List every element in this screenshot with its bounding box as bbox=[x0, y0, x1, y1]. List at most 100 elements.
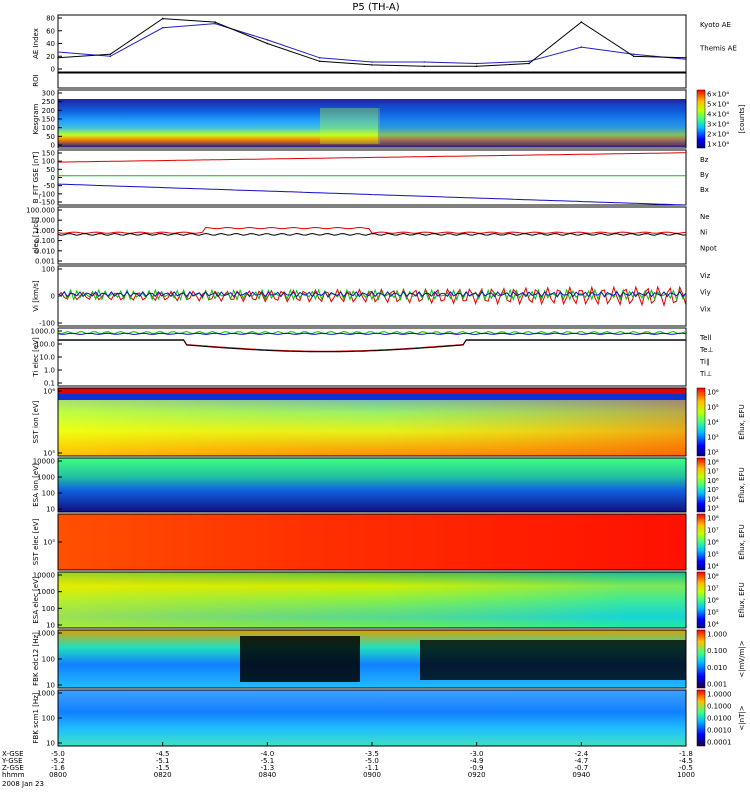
colorbar-tick-sst_e: 10⁷ bbox=[707, 527, 719, 535]
sst-elec-fill bbox=[58, 514, 686, 570]
ytick-label: 100.0 bbox=[35, 341, 55, 349]
ae-point bbox=[685, 57, 687, 59]
colorbar-tick-fbk_b: 0.0010 bbox=[707, 727, 732, 735]
ytick-label: 100 bbox=[42, 715, 55, 723]
esa-ion-fill bbox=[58, 458, 686, 512]
xaxis-value-t: 0920 bbox=[468, 771, 486, 779]
colorbar-unit-esa_e: Eflux, EFU bbox=[738, 582, 746, 617]
ytick-label: 10.000 bbox=[31, 217, 56, 225]
ytick-label: 100 bbox=[42, 158, 55, 166]
ne-line bbox=[57, 226, 687, 234]
xaxis-row-label-2: Z-GSE bbox=[2, 764, 24, 772]
vix-line bbox=[57, 290, 687, 298]
line-plots bbox=[57, 17, 687, 353]
colorbar-esa_e bbox=[696, 571, 706, 629]
ytick-label: 0 bbox=[51, 293, 55, 301]
panel-yticks: 806040200300250200150100500150100500-50-… bbox=[26, 15, 62, 748]
ytick-label: 100 bbox=[42, 605, 55, 613]
colorbar-tick-kgram: 2×10⁴ bbox=[707, 131, 729, 139]
ytick-label: 10⁵ bbox=[43, 539, 55, 547]
colorbar-tick-sst_i: 10⁶ bbox=[707, 389, 719, 397]
ytick-label: 100 bbox=[42, 266, 55, 274]
ytick-label: 1.0 bbox=[44, 367, 55, 375]
ytick-label: 60 bbox=[46, 27, 55, 35]
panel-ylabel-fbk_e: FBK edc12 [Hz] bbox=[32, 632, 40, 686]
series-label-dens-0: Ne bbox=[700, 213, 710, 221]
ytick-label: 1000 bbox=[37, 588, 55, 596]
colorbar-tick-esa_e: 10⁴ bbox=[707, 621, 719, 629]
colorbar-tick-fbk_e: 1.000 bbox=[707, 631, 727, 639]
colorbar-fbk_e bbox=[696, 629, 706, 689]
colorbar-tick-kgram: 3×10⁴ bbox=[707, 121, 729, 129]
bx-line bbox=[57, 183, 687, 206]
panel-frames bbox=[57, 14, 687, 747]
ae-point bbox=[371, 64, 373, 66]
series-label-bfit-1: By bbox=[700, 171, 709, 179]
ytick-label: 0.1 bbox=[44, 380, 55, 388]
colorbar-unit-kgram: [counts] bbox=[738, 104, 746, 133]
fbk-b-fill bbox=[58, 690, 686, 746]
sst-ion-shade bbox=[58, 394, 686, 456]
panel-ylabel-ae: AE Index bbox=[32, 28, 40, 59]
ae-point bbox=[528, 60, 530, 63]
series-label-dens-2: Npot bbox=[700, 244, 717, 252]
ae-point bbox=[57, 57, 59, 59]
xaxis-value-x: -4.5 bbox=[156, 750, 170, 758]
ae-series-line-0 bbox=[57, 23, 687, 65]
xaxis-value-z: -1.3 bbox=[260, 764, 274, 772]
ytick-label: 150 bbox=[42, 150, 55, 158]
ae-point bbox=[685, 58, 687, 60]
ytick-label: 150 bbox=[42, 116, 55, 124]
xaxis-value-t: 0800 bbox=[49, 771, 67, 779]
xaxis-value-z: -0.7 bbox=[574, 764, 588, 772]
ae-point bbox=[266, 39, 269, 41]
series-label-vel-1: Viy bbox=[700, 289, 711, 297]
series-label-temp-2: Ti∥ bbox=[699, 358, 710, 366]
ytick-label: 10 bbox=[46, 506, 55, 514]
colorbar-tick-sst_e: 10⁵ bbox=[707, 551, 719, 559]
ytick-label: 1000.0 bbox=[31, 328, 56, 336]
fbk-e-dark-1 bbox=[240, 636, 360, 682]
colorbar-tick-fbk_b: 1.0000 bbox=[707, 691, 732, 699]
ytick-label: 100 bbox=[42, 490, 55, 498]
colorbar-tick-sst_e: 10⁸ bbox=[707, 515, 719, 523]
ae-point bbox=[318, 57, 321, 59]
panel-frame-roi bbox=[57, 72, 687, 89]
xaxis-value-t: 0900 bbox=[363, 771, 381, 779]
xaxis-value-z: -1.5 bbox=[156, 764, 170, 772]
xaxis-row-label-0: X-GSE bbox=[2, 750, 24, 758]
colorbar-tick-esa_e: 10⁵ bbox=[707, 609, 719, 617]
colorbar-tick-sst_i: 10³ bbox=[707, 434, 719, 442]
ytick-label: -150 bbox=[39, 199, 55, 207]
ytick-label: 0.010 bbox=[35, 247, 55, 255]
colorbar-tick-fbk_b: 0.1000 bbox=[707, 703, 732, 711]
colorbar-unit-sst_e: Eflux, EFU bbox=[738, 524, 746, 559]
panel-ylabel-fbk_b: FBK scm1 [Hz] bbox=[32, 692, 40, 743]
series-label-ae-0: Kyoto AE bbox=[700, 21, 731, 29]
colorbar-tick-sst_i: 10² bbox=[707, 449, 719, 457]
panel-frame-sst_i bbox=[57, 387, 687, 457]
te-perp-line bbox=[58, 339, 686, 352]
panel-frame-temp bbox=[57, 327, 687, 387]
xaxis-row-label-3: hhmm bbox=[2, 771, 25, 779]
xaxis-value-y: -4.5 bbox=[679, 757, 693, 765]
colorbar-tick-esa_i: 10⁷ bbox=[707, 468, 719, 476]
panel-ylabel-kgram: Kesgram bbox=[32, 104, 40, 135]
ae-point bbox=[475, 62, 478, 65]
figure-title: P5 (TH-A) bbox=[352, 2, 399, 13]
panel-ylabel-temp: Ti elec [eV] bbox=[32, 337, 40, 378]
panel-frame-bfit bbox=[57, 149, 687, 206]
colorbar-tick-sst_i: 10⁵ bbox=[707, 404, 719, 412]
series-label-temp-0: Tell bbox=[699, 334, 711, 342]
ytick-label: 10 bbox=[46, 682, 55, 690]
colorbar-tick-esa_i: 10⁸ bbox=[707, 459, 719, 467]
ae-point bbox=[109, 55, 112, 58]
ytick-label: 100 bbox=[42, 124, 55, 132]
ae-point bbox=[161, 27, 164, 29]
ae-series-line-1 bbox=[57, 18, 687, 67]
ae-point bbox=[318, 60, 321, 63]
colorbar-kgram bbox=[696, 89, 706, 149]
